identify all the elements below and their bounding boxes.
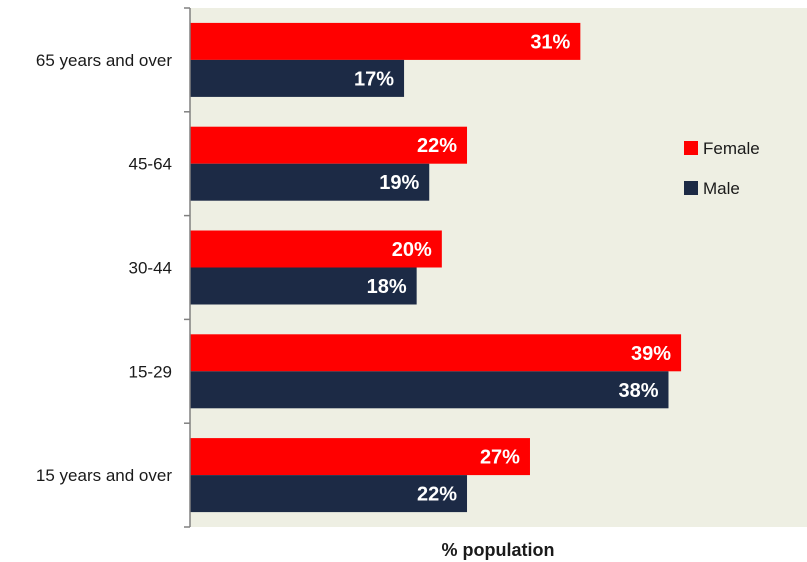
bar-female-3	[190, 334, 682, 372]
bar-male-1	[190, 163, 430, 201]
bar-male-2	[190, 267, 417, 305]
bar-male-0	[190, 59, 405, 97]
bar-female-1	[190, 126, 468, 164]
data-label-female-4: 27%	[480, 447, 520, 469]
bar-female-2	[190, 230, 442, 268]
data-label-female-3: 39%	[631, 343, 671, 365]
bar-female-4	[190, 438, 530, 476]
bar-male-3	[190, 371, 669, 409]
data-label-female-1: 22%	[417, 135, 457, 157]
data-label-male-3: 38%	[618, 380, 658, 402]
data-label-female-2: 20%	[392, 239, 432, 261]
data-label-male-4: 22%	[417, 484, 457, 506]
y-axis-ticks	[184, 7, 190, 528]
data-label-female-0: 31%	[530, 31, 570, 53]
legend-label-female: Female	[703, 139, 760, 158]
value-labels-group: 31% 17% 22% 19% 20% 18% 39% 38% 27% 22%	[354, 31, 671, 505]
bar-female-0	[190, 22, 581, 60]
bars-group	[190, 22, 682, 513]
category-labels-group: 65 years and over 45-64 30-44 15-29 15 years…	[36, 51, 172, 485]
category-label-1: 45-64	[129, 155, 172, 174]
legend-label-male: Male	[703, 179, 740, 198]
data-label-male-1: 19%	[379, 172, 419, 194]
category-label-3: 15-29	[129, 362, 172, 381]
legend: Female Male	[684, 139, 760, 198]
data-label-male-0: 17%	[354, 68, 394, 90]
category-label-4: 15 years and over	[36, 466, 172, 485]
category-label-0: 65 years and over	[36, 51, 172, 70]
category-label-2: 30-44	[129, 259, 172, 278]
data-label-male-2: 18%	[367, 276, 407, 298]
legend-swatch-female	[684, 141, 698, 155]
bar-male-4	[190, 475, 468, 513]
x-axis-title: % population	[442, 540, 555, 560]
legend-swatch-male	[684, 181, 698, 195]
